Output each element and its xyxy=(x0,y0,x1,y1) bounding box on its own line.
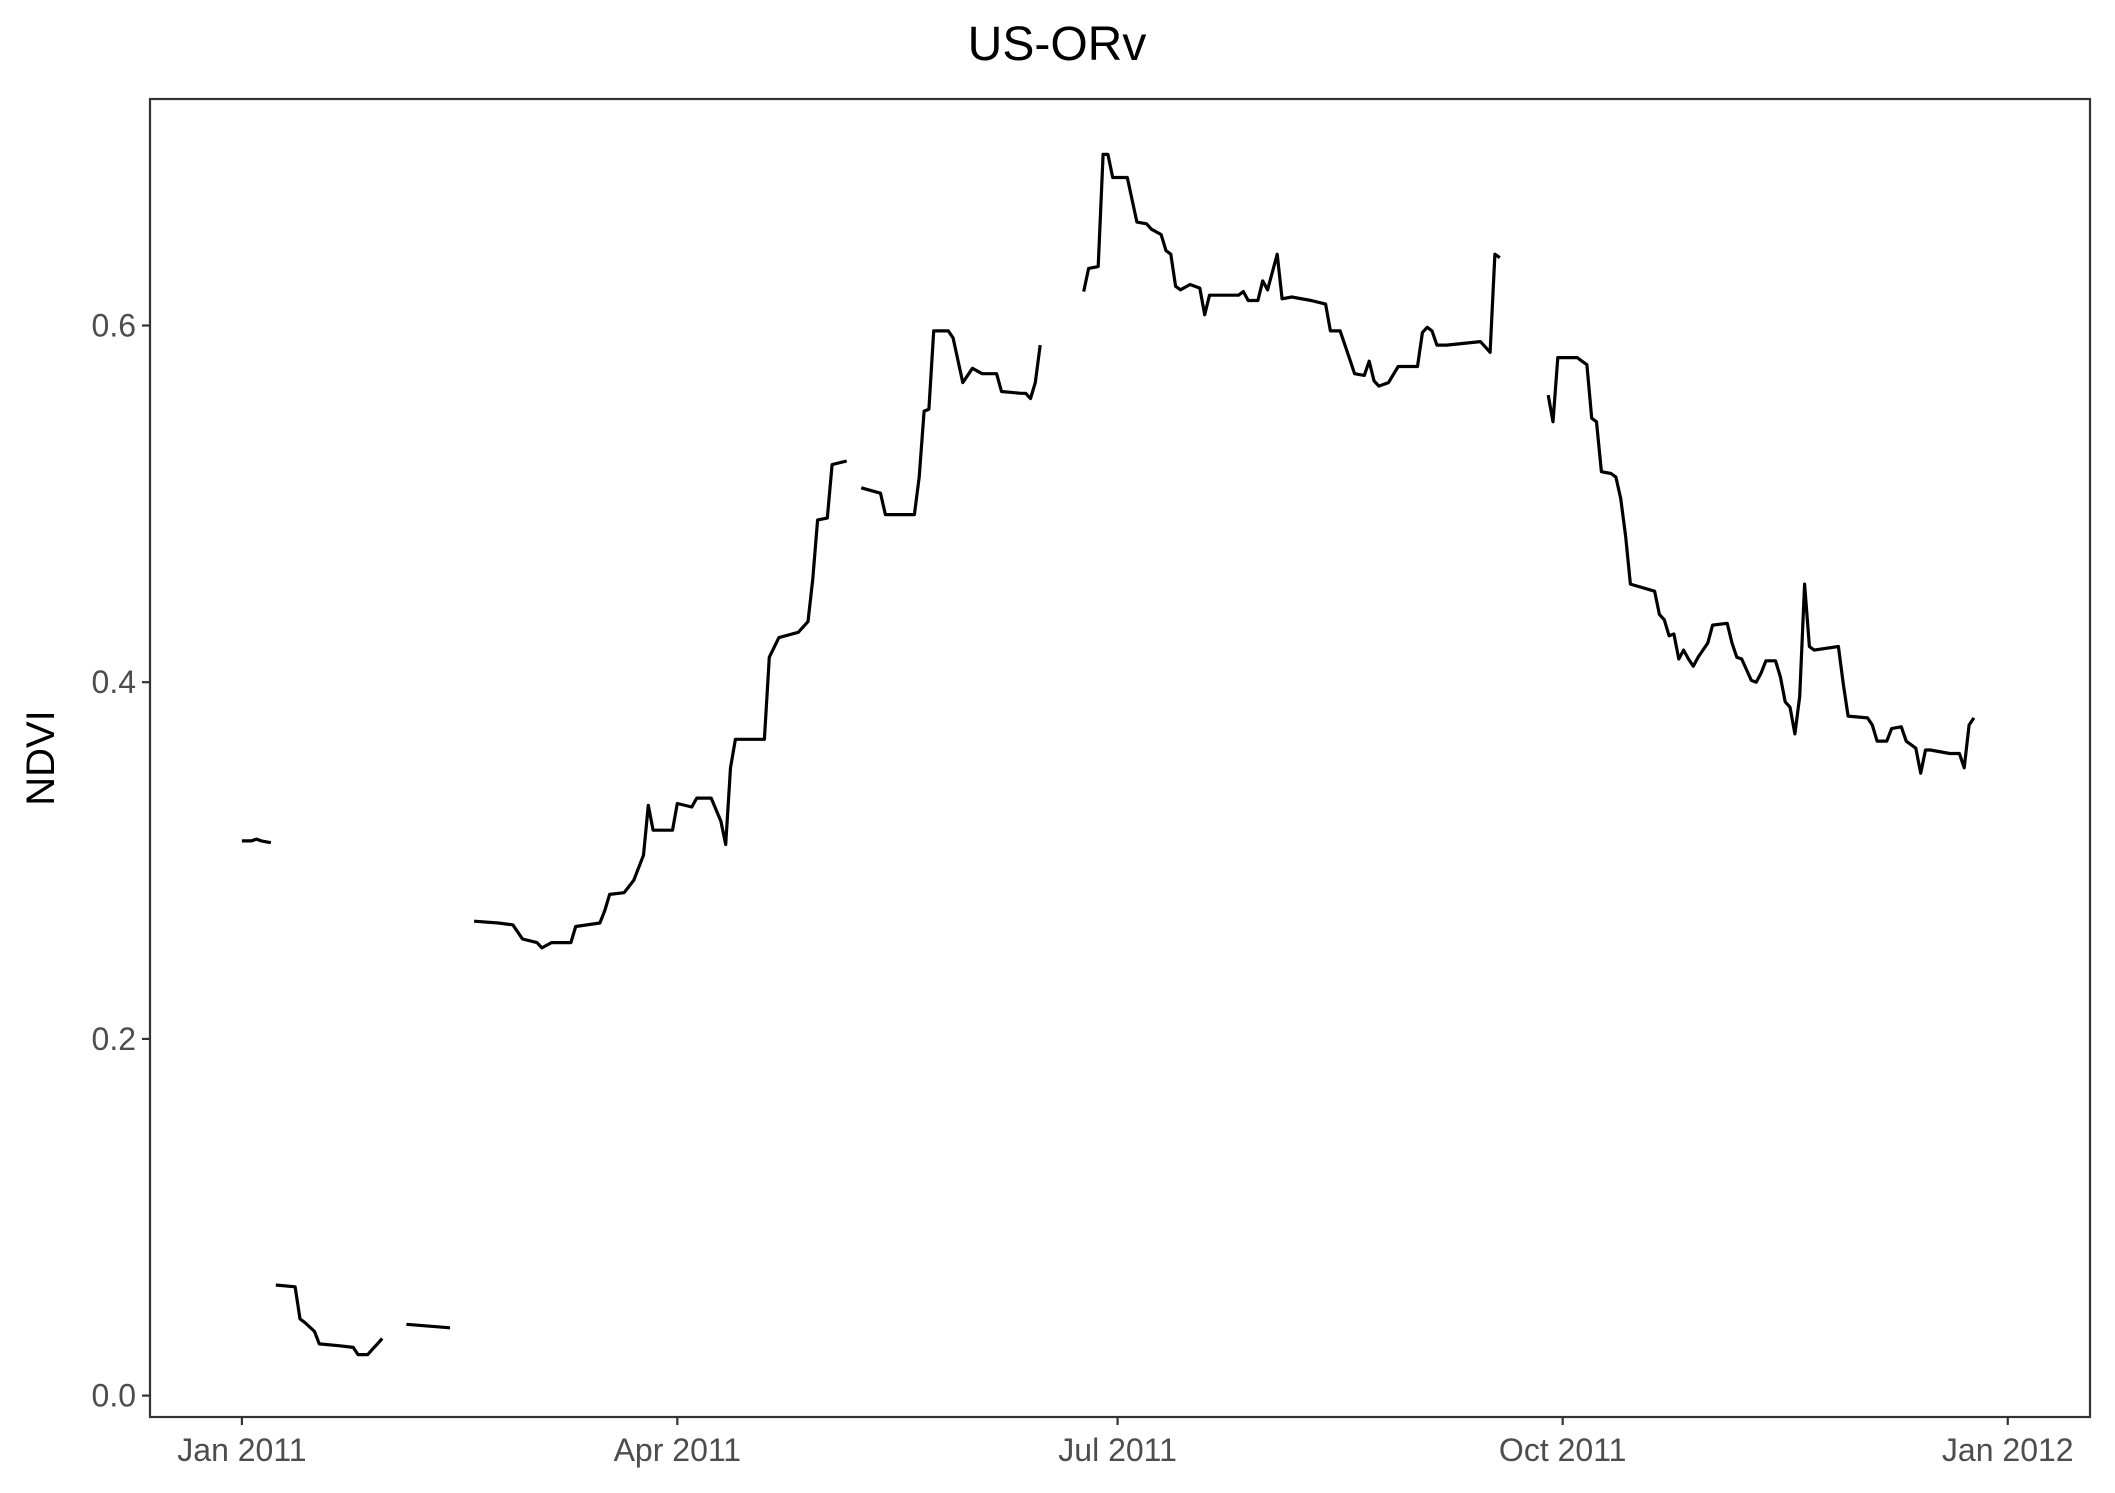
x-tick-label: Oct 2011 xyxy=(1499,1432,1626,1468)
ndvi-line-segment-3 xyxy=(406,1322,451,1330)
x-tick-label: Apr 2011 xyxy=(614,1432,742,1468)
ndvi-line-segment-6 xyxy=(1082,152,1501,388)
ndvi-line-segment-7 xyxy=(1546,356,1976,775)
x-tick-label: Jul 2011 xyxy=(1058,1432,1177,1468)
y-axis: 0.0 0.2 0.4 0.6 xyxy=(92,308,150,1414)
plot-panel xyxy=(148,97,2092,1419)
ndvi-line-segment-2 xyxy=(275,1283,384,1357)
ndvi-line-segment-1 xyxy=(241,837,272,845)
x-tick-label: Jan 2012 xyxy=(1942,1432,2074,1468)
y-tick-label: 0.4 xyxy=(92,664,136,700)
y-tick-label: 0.0 xyxy=(92,1378,136,1414)
y-axis-title: NDVI xyxy=(19,710,63,806)
series-layer xyxy=(241,152,1976,1357)
x-axis: Jan 2011 Apr 2011 Jul 2011 Oct 2011 Jan 2012 xyxy=(177,1417,2074,1468)
x-tick-label: Jan 2011 xyxy=(177,1432,306,1468)
ndvi-line-segment-4 xyxy=(473,459,848,950)
ndvi-line-segment-5 xyxy=(860,329,1042,517)
y-tick-label: 0.2 xyxy=(92,1021,136,1057)
chart-title: US-ORv xyxy=(968,18,1147,71)
y-tick-label: 0.6 xyxy=(92,308,136,344)
